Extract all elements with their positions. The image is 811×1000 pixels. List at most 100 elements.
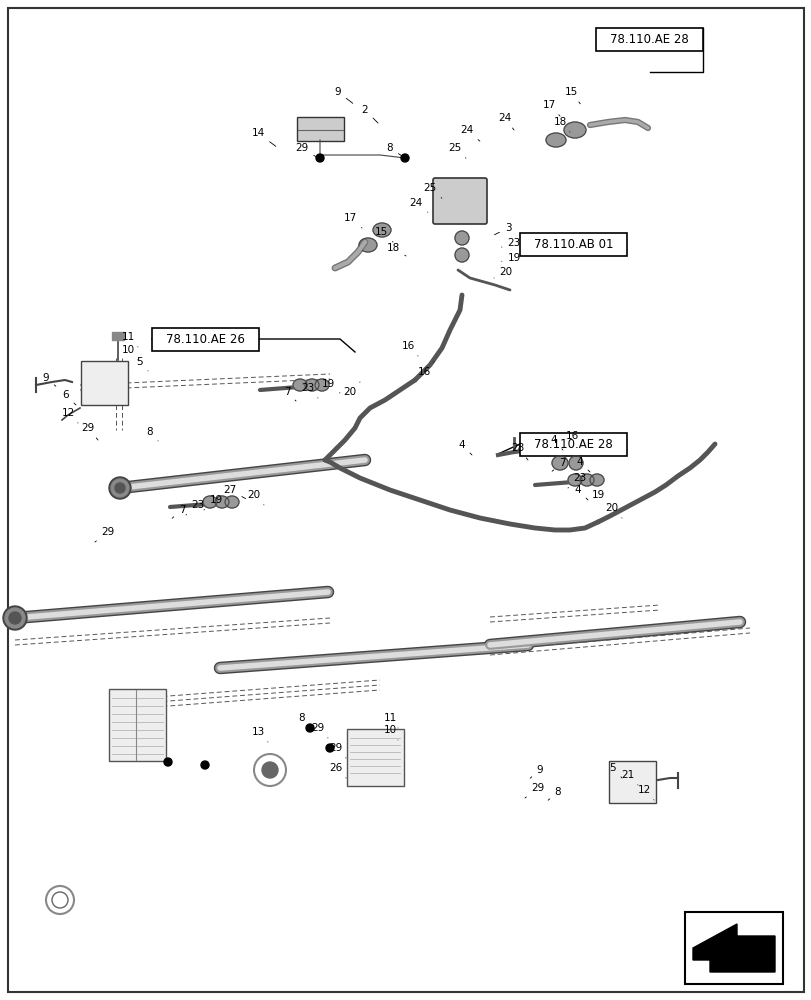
- Text: 78.110.AE 28: 78.110.AE 28: [609, 33, 688, 46]
- Text: 29: 29: [95, 527, 114, 542]
- Text: 20: 20: [247, 490, 264, 505]
- Ellipse shape: [545, 133, 565, 147]
- Text: 11: 11: [383, 713, 397, 728]
- Text: 20: 20: [493, 267, 512, 278]
- Text: 78.110.AE 26: 78.110.AE 26: [166, 333, 245, 346]
- Circle shape: [111, 479, 129, 497]
- Text: 23: 23: [501, 238, 520, 248]
- Text: 24: 24: [409, 198, 427, 212]
- Text: 20: 20: [343, 382, 359, 397]
- Ellipse shape: [590, 474, 603, 486]
- Circle shape: [401, 154, 409, 162]
- Text: 29: 29: [329, 743, 345, 758]
- Text: 21: 21: [620, 770, 637, 785]
- Text: 19: 19: [501, 253, 520, 263]
- FancyBboxPatch shape: [608, 761, 655, 803]
- Text: 10: 10: [122, 345, 138, 360]
- Text: 18: 18: [386, 243, 406, 256]
- Circle shape: [201, 761, 208, 769]
- FancyBboxPatch shape: [297, 117, 344, 141]
- Text: 19: 19: [204, 495, 222, 510]
- Ellipse shape: [454, 231, 469, 245]
- FancyBboxPatch shape: [346, 729, 404, 786]
- Text: 28: 28: [511, 443, 527, 460]
- Text: 17: 17: [343, 213, 362, 228]
- Text: 4: 4: [458, 440, 471, 455]
- Text: 10: 10: [383, 725, 397, 740]
- Text: 27: 27: [223, 485, 245, 499]
- FancyBboxPatch shape: [81, 361, 128, 405]
- Text: 11: 11: [121, 332, 138, 347]
- Text: 78.110.AB 01: 78.110.AB 01: [533, 238, 612, 251]
- Circle shape: [262, 762, 277, 778]
- Text: 20: 20: [605, 503, 621, 518]
- Bar: [112, 332, 124, 340]
- Text: 12: 12: [62, 408, 78, 423]
- Circle shape: [5, 608, 25, 628]
- Ellipse shape: [358, 238, 376, 252]
- Text: 9: 9: [43, 373, 56, 386]
- Polygon shape: [692, 924, 774, 972]
- Text: 12: 12: [637, 785, 653, 800]
- Circle shape: [164, 758, 172, 766]
- Bar: [595, 28, 702, 51]
- Text: 17: 17: [542, 100, 560, 116]
- Text: 29: 29: [81, 423, 98, 440]
- Text: 14: 14: [251, 128, 276, 146]
- Ellipse shape: [454, 248, 469, 262]
- Ellipse shape: [225, 496, 238, 508]
- Text: 8: 8: [147, 427, 158, 441]
- Text: 3: 3: [494, 223, 511, 235]
- Ellipse shape: [564, 122, 586, 138]
- Text: 18: 18: [552, 117, 569, 132]
- Text: 8: 8: [547, 787, 560, 800]
- Bar: [152, 328, 259, 351]
- Ellipse shape: [293, 379, 307, 391]
- Bar: [684, 912, 782, 984]
- Text: 7: 7: [551, 458, 564, 471]
- Text: 5: 5: [136, 357, 148, 371]
- FancyBboxPatch shape: [109, 689, 165, 761]
- Text: 2: 2: [361, 105, 378, 123]
- Circle shape: [306, 724, 314, 732]
- Text: 25: 25: [423, 183, 441, 198]
- Text: 15: 15: [374, 227, 393, 242]
- Text: 7: 7: [172, 505, 185, 518]
- Text: 4: 4: [576, 457, 590, 472]
- Text: 8: 8: [386, 143, 402, 156]
- Text: 78.110.AE 28: 78.110.AE 28: [534, 438, 612, 451]
- Text: 9: 9: [530, 765, 543, 778]
- Text: 9: 9: [334, 87, 352, 103]
- Text: 29: 29: [311, 723, 328, 738]
- FancyBboxPatch shape: [432, 178, 487, 224]
- Ellipse shape: [305, 379, 319, 391]
- Ellipse shape: [315, 379, 328, 391]
- Text: 8: 8: [298, 713, 310, 728]
- Text: 19: 19: [590, 490, 607, 505]
- Text: 16: 16: [417, 362, 433, 377]
- Text: 24: 24: [498, 113, 513, 130]
- Text: 5: 5: [609, 763, 621, 778]
- Text: 23: 23: [568, 473, 586, 488]
- Circle shape: [325, 744, 333, 752]
- Text: 19: 19: [321, 379, 340, 393]
- Ellipse shape: [215, 496, 229, 508]
- Ellipse shape: [579, 474, 594, 486]
- Bar: [519, 433, 626, 456]
- Circle shape: [3, 606, 27, 630]
- Circle shape: [9, 612, 21, 624]
- Text: 16: 16: [564, 431, 581, 446]
- Text: 6: 6: [62, 390, 76, 405]
- Text: 25: 25: [448, 143, 466, 158]
- Text: 16: 16: [401, 341, 418, 356]
- Text: 4: 4: [550, 435, 562, 450]
- Ellipse shape: [203, 496, 217, 508]
- Ellipse shape: [569, 456, 582, 470]
- Text: 4: 4: [574, 485, 587, 500]
- Text: 13: 13: [251, 727, 268, 742]
- Bar: [519, 233, 626, 256]
- Circle shape: [109, 477, 131, 499]
- Text: 29: 29: [295, 143, 315, 157]
- Text: 15: 15: [564, 87, 580, 104]
- Text: 29: 29: [525, 783, 544, 798]
